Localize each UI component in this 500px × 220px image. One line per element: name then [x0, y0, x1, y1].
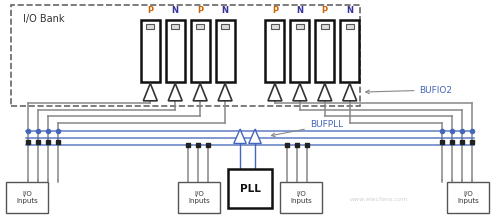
- Text: I/O
Inputs: I/O Inputs: [290, 191, 312, 204]
- Bar: [290, 20, 310, 82]
- Polygon shape: [193, 83, 207, 101]
- Text: N: N: [296, 6, 304, 15]
- Text: P: P: [197, 6, 203, 15]
- Text: P: P: [272, 6, 278, 15]
- Bar: [178, 182, 220, 213]
- Polygon shape: [218, 83, 232, 101]
- Bar: [296, 24, 304, 29]
- Polygon shape: [293, 83, 307, 101]
- Bar: [280, 182, 322, 213]
- Polygon shape: [234, 129, 246, 143]
- Text: BUFPLL: BUFPLL: [272, 121, 343, 137]
- Bar: [216, 20, 234, 82]
- Bar: [190, 20, 210, 82]
- Polygon shape: [342, 83, 356, 101]
- Bar: [196, 24, 204, 29]
- Polygon shape: [144, 83, 158, 101]
- Text: BUFIO2: BUFIO2: [366, 86, 452, 95]
- Bar: [228, 169, 272, 208]
- Bar: [166, 20, 184, 82]
- Text: N: N: [222, 6, 228, 15]
- Bar: [171, 24, 179, 29]
- Bar: [447, 182, 490, 213]
- Text: www.elecfans.com: www.elecfans.com: [350, 197, 408, 202]
- Bar: [346, 24, 354, 29]
- Polygon shape: [249, 129, 261, 143]
- Text: I/O Bank: I/O Bank: [23, 14, 64, 24]
- Bar: [221, 24, 229, 29]
- Bar: [6, 182, 48, 213]
- Bar: [266, 20, 284, 82]
- Bar: [340, 20, 359, 82]
- Text: I/O
Inputs: I/O Inputs: [16, 191, 38, 204]
- Bar: [10, 5, 360, 106]
- Text: N: N: [346, 6, 353, 15]
- Text: P: P: [147, 6, 154, 15]
- Text: P: P: [322, 6, 328, 15]
- Text: N: N: [172, 6, 178, 15]
- Polygon shape: [318, 83, 332, 101]
- Bar: [316, 20, 334, 82]
- Bar: [321, 24, 329, 29]
- Text: I/O
Inputs: I/O Inputs: [458, 191, 479, 204]
- Text: I/O
Inputs: I/O Inputs: [188, 191, 210, 204]
- Polygon shape: [268, 83, 282, 101]
- Text: PLL: PLL: [240, 184, 260, 194]
- Polygon shape: [168, 83, 182, 101]
- Bar: [271, 24, 279, 29]
- Bar: [141, 20, 160, 82]
- Bar: [146, 24, 154, 29]
